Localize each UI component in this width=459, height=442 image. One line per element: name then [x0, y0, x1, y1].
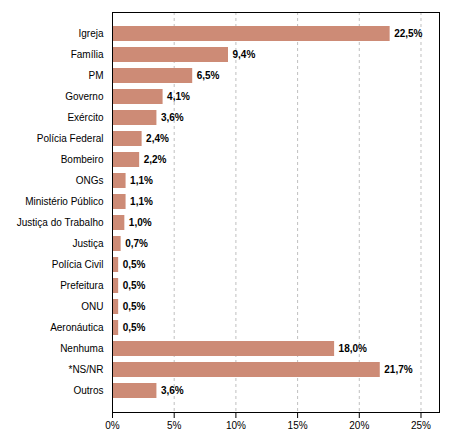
svg-text:9,4%: 9,4% — [232, 49, 255, 60]
svg-text:*NS/NR: *NS/NR — [68, 364, 103, 375]
svg-text:3,6%: 3,6% — [161, 112, 184, 123]
svg-text:Bombeiro: Bombeiro — [61, 154, 104, 165]
svg-text:Outros: Outros — [73, 385, 103, 396]
svg-text:Igreja: Igreja — [78, 28, 103, 39]
svg-text:0,5%: 0,5% — [123, 259, 146, 270]
svg-text:Ministério Público: Ministério Público — [25, 196, 104, 207]
svg-text:Família: Família — [71, 49, 104, 60]
svg-text:18,0%: 18,0% — [339, 343, 367, 354]
svg-text:ONU: ONU — [81, 301, 103, 312]
svg-text:ONGs: ONGs — [76, 175, 104, 186]
svg-text:1,1%: 1,1% — [130, 175, 153, 186]
svg-text:20%: 20% — [349, 420, 369, 431]
svg-text:2,4%: 2,4% — [146, 133, 169, 144]
svg-text:5%: 5% — [167, 420, 182, 431]
svg-text:Nenhuma: Nenhuma — [60, 343, 104, 354]
svg-text:Justiça do Trabalho: Justiça do Trabalho — [17, 217, 104, 228]
svg-text:6,5%: 6,5% — [197, 70, 220, 81]
svg-text:10%: 10% — [226, 420, 246, 431]
svg-text:Polícia Civil: Polícia Civil — [52, 259, 104, 270]
svg-text:PM: PM — [89, 70, 104, 81]
svg-text:Governo: Governo — [65, 91, 104, 102]
svg-text:1,1%: 1,1% — [130, 196, 153, 207]
svg-text:0,7%: 0,7% — [125, 238, 148, 249]
svg-text:0%: 0% — [105, 420, 120, 431]
svg-text:Polícia Federal: Polícia Federal — [37, 133, 104, 144]
svg-text:3,6%: 3,6% — [161, 385, 184, 396]
svg-text:4,1%: 4,1% — [167, 91, 190, 102]
svg-text:Aeronáutica: Aeronáutica — [50, 322, 104, 333]
svg-text:25%: 25% — [411, 420, 431, 431]
svg-text:2,2%: 2,2% — [144, 154, 167, 165]
svg-text:1,0%: 1,0% — [129, 217, 152, 228]
svg-text:Prefeitura: Prefeitura — [60, 280, 104, 291]
svg-text:Justiça: Justiça — [72, 238, 104, 249]
svg-text:0,5%: 0,5% — [123, 322, 146, 333]
svg-text:Exército: Exército — [67, 112, 104, 123]
svg-text:22,5%: 22,5% — [394, 28, 422, 39]
svg-text:15%: 15% — [288, 420, 308, 431]
svg-text:0,5%: 0,5% — [123, 280, 146, 291]
svg-text:21,7%: 21,7% — [384, 364, 412, 375]
svg-text:0,5%: 0,5% — [123, 301, 146, 312]
